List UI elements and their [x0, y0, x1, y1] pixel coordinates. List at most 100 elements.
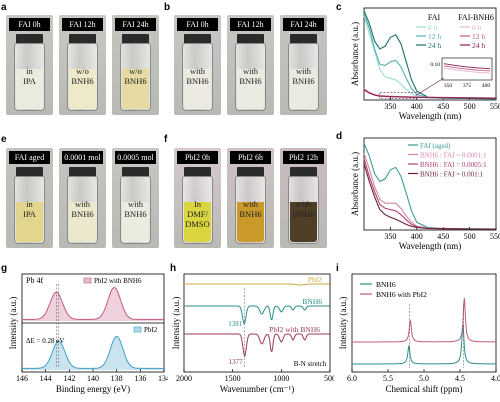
ftir-line-3	[184, 333, 330, 358]
y-axis-label: Absorbance (a.u.)	[350, 22, 360, 86]
plot-frame	[351, 273, 497, 373]
vial-cap	[237, 34, 264, 44]
legend-row-bnh6: 12 h	[472, 32, 485, 41]
xps-line-top	[22, 286, 164, 320]
vial-body: with BNH6	[182, 43, 213, 111]
x-tick-label: 1000	[273, 374, 289, 383]
vial-cap	[184, 34, 211, 44]
vial-photo-f-1: PbI2 0h In DMF/ DMSO	[174, 148, 221, 248]
vial-liquid	[290, 69, 317, 109]
series-line-6	[363, 89, 497, 99]
vial-liquid	[16, 202, 43, 242]
legend-header-fai: FAI	[428, 13, 441, 22]
y-axis-label: Absorbance (a.u.)	[350, 152, 360, 216]
x-tick-label: 450	[437, 102, 449, 111]
panel-label-b: b	[164, 2, 171, 13]
vial-photo-e-2: 0.0001 mol with BNH6	[59, 148, 106, 248]
vial-cap	[184, 167, 211, 177]
vial-cap	[122, 34, 149, 44]
vial-body: with BNH6	[235, 43, 266, 111]
x-tick-label: 450	[437, 232, 449, 241]
vial-photo-a-3: FAI 24h w/o BNH6	[112, 15, 159, 115]
vial-text-f-3: with BNH6	[292, 199, 315, 219]
vial-photo-f-2: PbI2 6h with BNH6	[227, 148, 274, 248]
vial-text-b-2: with BNH6	[239, 66, 262, 86]
zoom-arrow	[416, 77, 445, 96]
inset-line-3	[443, 63, 491, 70]
x-axis-label: Wavelength (nm)	[399, 241, 462, 251]
x-tick-label: 134	[158, 374, 168, 383]
vial-label-a-3: FAI 24h	[115, 18, 156, 31]
vial-text-f-2: with BNH6	[239, 199, 262, 219]
vial-cap	[237, 167, 264, 177]
x-tick-label: 5.5	[383, 374, 393, 383]
vial-text-e-2: with BNH6	[71, 199, 94, 219]
x-tick-label: 500	[324, 374, 334, 383]
vial-label-f-3: PbI2 12h	[283, 151, 324, 164]
vial-photo-e-1: FAI aged in IPA	[6, 148, 53, 248]
chart-d-absorbance: 350 400 450 500 550 Wavelength (nm) Absorbance…	[350, 137, 500, 251]
xps-line-bottom	[22, 335, 164, 369]
x-tick-label: 136	[134, 374, 146, 383]
x-tick-label: 400	[411, 102, 423, 111]
vial-liquid	[290, 202, 317, 242]
vial-body: w/o BNH6	[120, 43, 151, 111]
legend-entry-top: PbI2 with BNH6	[94, 277, 142, 285]
vial-text-e-1: in IPA	[23, 199, 36, 219]
vial-liquid	[184, 202, 211, 242]
vial-label-e-2: 0.0001 mol	[62, 151, 103, 164]
vial-cap	[290, 167, 317, 177]
legend-entry-2: BNH6 : FAI = 0.0001:1	[420, 152, 487, 160]
delta-e-annotation: ΔE = 0.28 eV	[26, 337, 64, 345]
vial-label-e-1: FAI aged	[9, 151, 50, 164]
x-axis-label: Binding energy (eV)	[56, 384, 130, 394]
vial-cap	[69, 34, 96, 44]
vial-liquid	[237, 69, 264, 109]
zoom-box	[379, 92, 418, 100]
ftir-label-pbi2: PbI2	[308, 275, 322, 284]
legend-swatch	[133, 326, 142, 333]
vial-label-a-1: FAI 0h	[9, 18, 50, 31]
vial-photo-e-3: 0.0005 mol with BNH6	[112, 148, 159, 248]
inset-x-tick: 350	[444, 83, 453, 89]
vial-photo-a-1: FAI 0h in IPA	[6, 15, 53, 115]
vial-body: with BNH6	[288, 176, 319, 244]
legend-row-fai: 12 h	[428, 32, 441, 41]
vial-text-b-3: with BNH6	[292, 66, 315, 86]
vial-text-b-1: with BNH6	[186, 66, 209, 86]
legend-row-bnh6: 0 h	[472, 23, 482, 32]
x-tick-label: 138	[111, 374, 123, 383]
vial-cap	[69, 167, 96, 177]
inset-y-tick: 0.10	[430, 62, 440, 68]
ftir-label-bnh6: BNH6	[302, 297, 322, 306]
inset-x-tick: 375	[463, 83, 472, 89]
x-tick-label: 350	[384, 102, 396, 111]
panel-label-h: h	[170, 263, 177, 274]
vial-text-a-3: w/o BNH6	[124, 66, 147, 86]
nmr-line-1	[352, 323, 496, 365]
vial-body: with BNH6	[120, 176, 151, 244]
vial-liquid	[184, 69, 211, 109]
series-line-4	[363, 163, 496, 230]
panel-label-d: d	[336, 131, 343, 142]
x-axis-label: Wavelength (nm)	[399, 111, 462, 121]
xps-fill-top	[22, 287, 164, 321]
x-tick-label: 5.0	[419, 374, 429, 383]
plot-frame	[363, 137, 497, 231]
panel-label-a: a	[1, 2, 7, 13]
x-tick-label: 550	[490, 232, 500, 241]
xps-title: Pb 4f	[26, 276, 43, 285]
panel-label-c: c	[336, 2, 342, 13]
vial-liquid	[122, 69, 149, 109]
vial-cap	[122, 167, 149, 177]
inset-x-tick: 400	[482, 83, 491, 89]
vial-liquid	[122, 202, 149, 242]
chart-g-xps: 146 144 142 140 138 136 134 Binding energy (eV)…	[8, 273, 168, 394]
vial-body: in IPA	[14, 176, 45, 244]
x-tick-label: 1500	[225, 374, 241, 383]
x-tick-label: 400	[411, 232, 423, 241]
vial-text-f-1: In DMF/ DMSO	[185, 199, 210, 229]
vial-photo-a-2: FAI 12h w/o BNH6	[59, 15, 106, 115]
vial-photo-f-3: PbI2 12h with BNH6	[280, 148, 327, 248]
xps-fill-bottom	[22, 336, 164, 370]
